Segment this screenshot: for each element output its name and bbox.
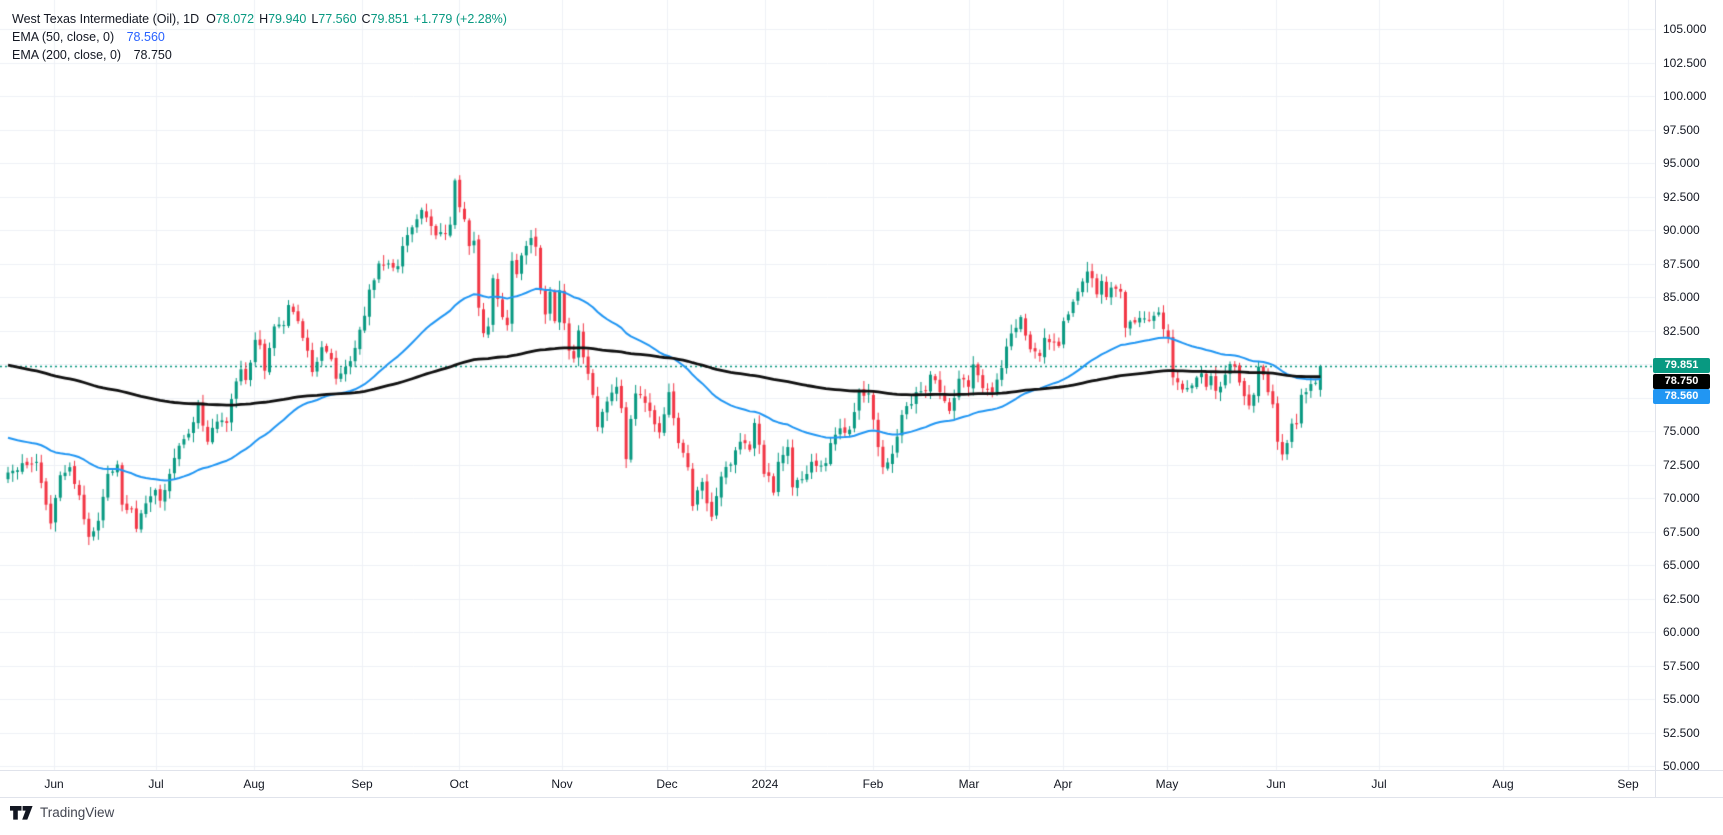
widget-bottom-border <box>0 797 1723 798</box>
low-value: 77.560 <box>318 12 357 26</box>
price-axis-tick: 55.000 <box>1663 692 1700 706</box>
time-axis-label: Nov <box>551 777 573 791</box>
time-axis-label: Mar <box>958 777 980 791</box>
price-axis-tick: 105.000 <box>1663 22 1707 36</box>
price-axis-tick: 102.500 <box>1663 55 1707 70</box>
time-axis-label: Sep <box>351 777 373 791</box>
tradingview-logo[interactable]: TradingView <box>10 805 114 820</box>
time-axis-border <box>0 770 1723 771</box>
ema200-label: EMA (200, close, 0) <box>12 48 122 62</box>
price-axis-tick: 70.000 <box>1663 491 1700 505</box>
time-axis-label: Aug <box>1492 777 1514 791</box>
ema-50-price-label: 78.560 <box>1653 389 1710 404</box>
last-price-label: 79.851 <box>1653 358 1710 373</box>
price-axis-tick: 50.000 <box>1663 759 1700 773</box>
price-axis-tick: 72.500 <box>1663 457 1700 472</box>
price-axis-tick: 95.000 <box>1663 156 1700 170</box>
time-axis-label: May <box>1155 777 1179 791</box>
price-axis-tick: 62.500 <box>1663 591 1700 606</box>
close-label: C <box>361 12 371 26</box>
price-axis-tick: 52.500 <box>1663 725 1700 740</box>
price-axis-tick: 100.000 <box>1663 89 1707 103</box>
ema50-value: 78.560 <box>126 30 165 44</box>
open-label: O <box>206 12 216 26</box>
time-axis-label: Jun <box>1266 777 1286 791</box>
high-label: H <box>259 12 269 26</box>
time-axis-label: Sep <box>1617 777 1639 791</box>
time-axis-label: Jul <box>148 777 164 791</box>
time-axis-label: Feb <box>862 777 884 791</box>
time-axis-label: Dec <box>656 777 678 791</box>
price-axis-tick: 75.000 <box>1663 424 1700 438</box>
ema-200-price-label: 78.750 <box>1653 373 1710 389</box>
price-axis-tick: 60.000 <box>1663 625 1700 639</box>
price-axis-tick: 57.500 <box>1663 658 1700 673</box>
symbol-title: West Texas Intermediate (Oil), 1D <box>12 12 200 26</box>
time-axis-label: Jul <box>1371 777 1387 791</box>
high-value: 79.940 <box>268 12 307 26</box>
ema200-legend-row[interactable]: EMA (200, close, 0) 78.750 <box>12 46 507 64</box>
time-axis-label: 2024 <box>751 777 779 791</box>
legend: West Texas Intermediate (Oil), 1D O78.072… <box>12 10 507 64</box>
ema50-legend-row[interactable]: EMA (50, close, 0) 78.560 <box>12 28 507 46</box>
price-axis-tick: 67.500 <box>1663 524 1700 539</box>
ema50-label: EMA (50, close, 0) <box>12 30 115 44</box>
time-axis-label: Aug <box>243 777 265 791</box>
tradingview-logo-icon <box>10 805 33 820</box>
price-axis-tick: 92.500 <box>1663 189 1700 204</box>
time-axis-label: Jun <box>44 777 64 791</box>
change-value: +1.779 (+2.28%) <box>413 12 507 26</box>
price-axis-tick: 97.500 <box>1663 122 1700 137</box>
price-axis[interactable]: 105.000 102.500 100.000 97.500 95.000 92.500 9… <box>1653 0 1723 773</box>
close-value: 79.851 <box>370 12 409 26</box>
open-value: 78.072 <box>215 12 255 26</box>
tradingview-logo-text: TradingView <box>40 805 115 820</box>
price-axis-tick: 85.000 <box>1663 290 1700 304</box>
time-axis-label: Apr <box>1053 777 1073 791</box>
price-axis-tick: 87.500 <box>1663 256 1700 271</box>
low-label: L <box>311 12 319 26</box>
price-axis-tick: 65.000 <box>1663 558 1700 572</box>
symbol-legend-row[interactable]: West Texas Intermediate (Oil), 1D O78.072… <box>12 10 507 28</box>
price-axis-tick: 90.000 <box>1663 223 1700 237</box>
price-axis-tick: 82.500 <box>1663 323 1700 338</box>
time-axis-label: Oct <box>449 777 469 791</box>
time-axis[interactable]: Jun Jul Aug Sep Oct Nov Dec 2024 Feb Mar Apr May Jun… <box>0 771 1723 797</box>
ema200-value: 78.750 <box>133 48 172 62</box>
